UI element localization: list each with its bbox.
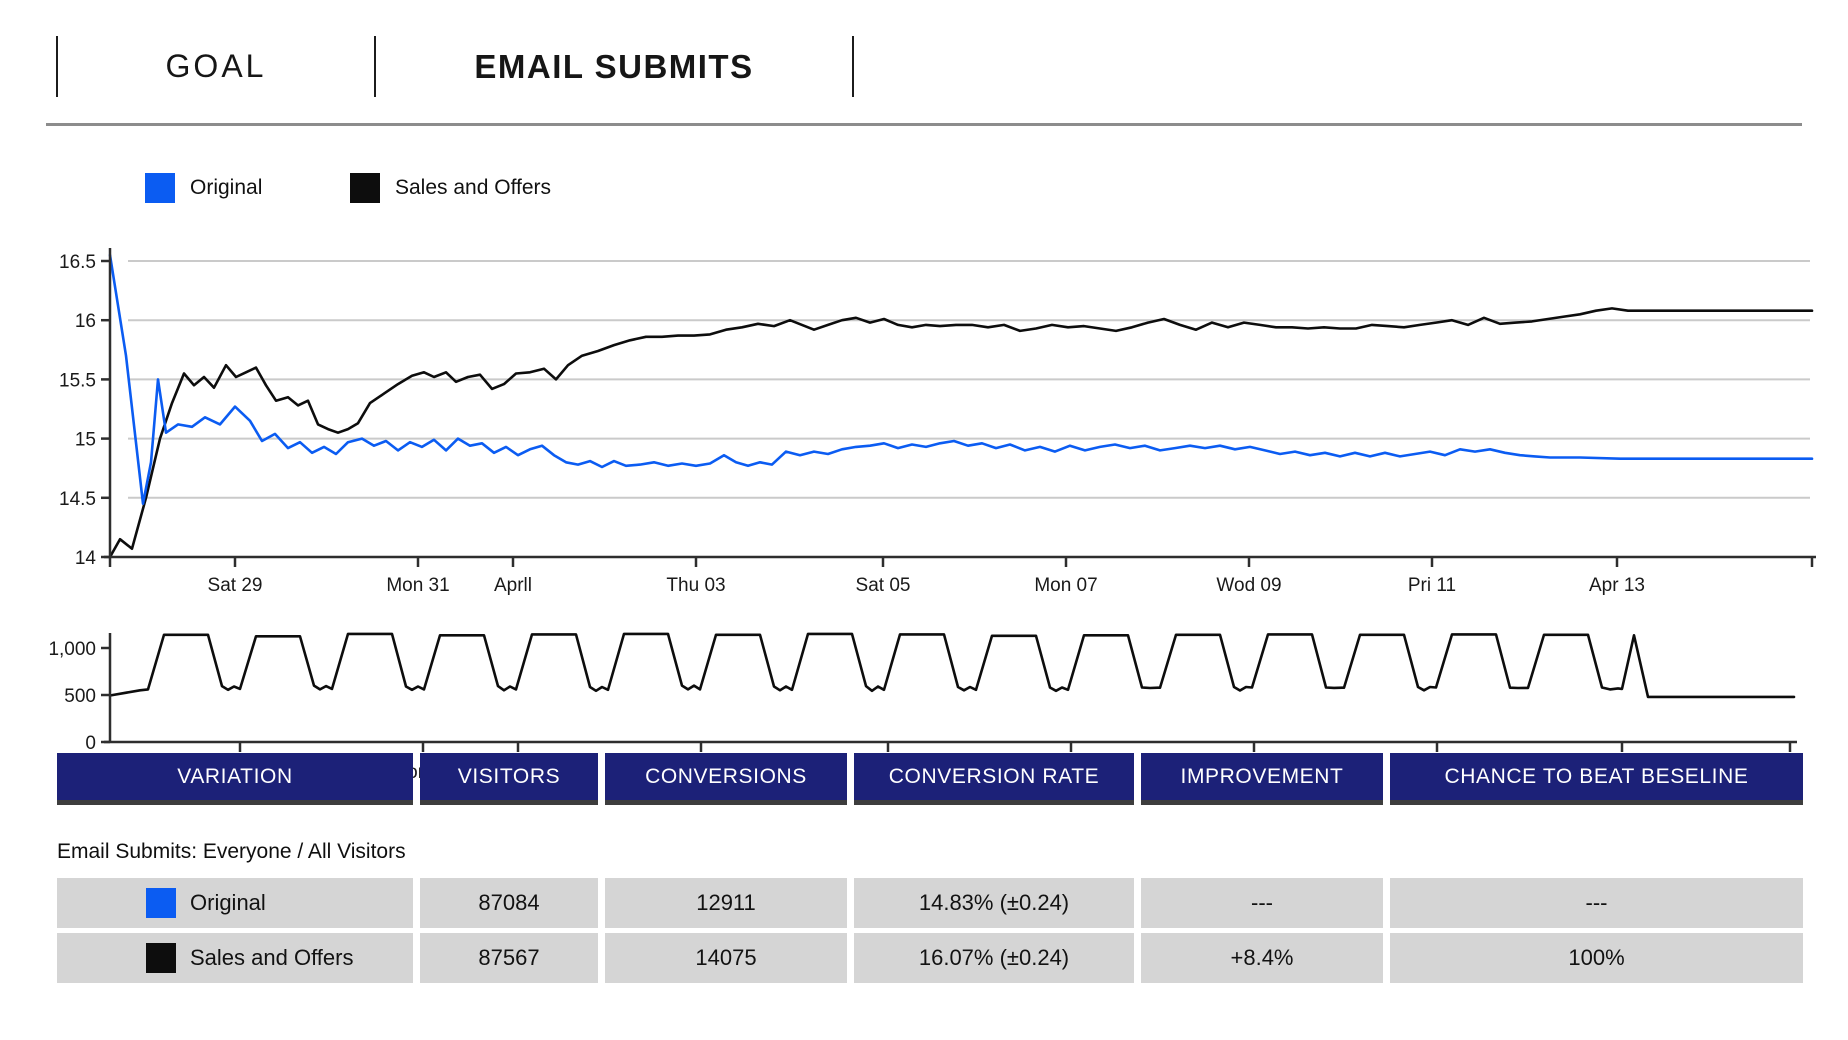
cell-conversions-row2: 14075 (605, 933, 847, 983)
svg-text:15: 15 (75, 430, 96, 451)
cell-conversion_rate-row1: 14.83% (±0.24) (854, 878, 1134, 928)
svg-text:16: 16 (75, 311, 96, 332)
svg-text:Sat 29: Sat 29 (208, 575, 263, 596)
cell-chance_to_beat-row1: --- (1390, 878, 1803, 928)
tab-goal[interactable]: GOAL (165, 48, 267, 84)
legend-item-original: Original (145, 172, 262, 204)
variation-name: Original (190, 890, 266, 915)
row-color-swatch (146, 943, 176, 973)
cell-variation-row1: Original (57, 878, 413, 928)
conversion-rate-chart-series-original (108, 253, 1814, 506)
column-header-variation: VARIATION (57, 753, 413, 805)
column-header-chance_to_beat: CHANCE TO BEAT BESELINE (1390, 753, 1803, 805)
svg-text:0: 0 (85, 733, 96, 754)
cell-visitors-row1: 87084 (420, 878, 598, 928)
cell-visitors-row2: 87567 (420, 933, 598, 983)
svg-text:Sat 05: Sat 05 (856, 575, 911, 596)
legend-label-original: Original (190, 176, 263, 199)
header-separator (46, 123, 1802, 126)
svg-text:15.5: 15.5 (59, 370, 96, 391)
daily-visitors-chart-series-visitors (108, 632, 1796, 699)
cell-chance_to_beat-row2: 100% (1390, 933, 1803, 983)
column-header-conversion_rate: CONVERSION RATE (854, 753, 1134, 805)
column-header-visitors: VISITORS (420, 753, 598, 805)
legend-label-variation: Sales and Offers (395, 176, 552, 199)
cell-variation-row2: Sales and Offers (57, 933, 413, 983)
segment-subtitle: Email Submits: Everyone / All Visitors (57, 840, 406, 863)
variation-color-swatch (350, 173, 380, 203)
svg-text:Pri 11: Pri 11 (1408, 575, 1456, 596)
cell-improvement-row2: +8.4% (1141, 933, 1383, 983)
svg-text:Thu 03: Thu 03 (666, 575, 725, 596)
svg-text:Mon 07: Mon 07 (1034, 575, 1097, 596)
svg-text:Aprll: Aprll (494, 575, 532, 596)
svg-text:Apr 13: Apr 13 (1589, 575, 1645, 596)
conversion-rate-chart: 16.5 16 15.5 15 14.5 14 Sat 29 Mon 31 Aprll Thu 0… (59, 248, 1816, 596)
svg-text:14: 14 (75, 548, 97, 569)
svg-text:Wod 09: Wod 09 (1216, 575, 1281, 596)
legend-item-variation: Sales and Offers (350, 172, 551, 204)
svg-text:Mon 31: Mon 31 (386, 575, 449, 596)
variation-name: Sales and Offers (190, 945, 354, 970)
conversion-rate-chart-series-sales-and-offers (108, 307, 1814, 559)
cell-improvement-row1: --- (1141, 878, 1383, 928)
original-color-swatch (145, 173, 175, 203)
tab-divider-middle (374, 36, 376, 97)
column-header-conversions: CONVERSIONS (605, 753, 847, 805)
tab-divider-left (56, 36, 58, 97)
svg-text:1,000: 1,000 (48, 639, 96, 660)
cell-conversions-row1: 12911 (605, 878, 847, 928)
svg-text:16.5: 16.5 (59, 252, 96, 273)
tab-divider-right (852, 36, 854, 97)
svg-text:500: 500 (64, 686, 96, 707)
tab-email-submits[interactable]: EMAIL SUBMITS (474, 47, 754, 85)
svg-text:14.5: 14.5 (59, 489, 96, 510)
row-color-swatch (146, 888, 176, 918)
cell-conversion_rate-row2: 16.07% (±0.24) (854, 933, 1134, 983)
column-header-improvement: IMPROVEMENT (1141, 753, 1383, 805)
